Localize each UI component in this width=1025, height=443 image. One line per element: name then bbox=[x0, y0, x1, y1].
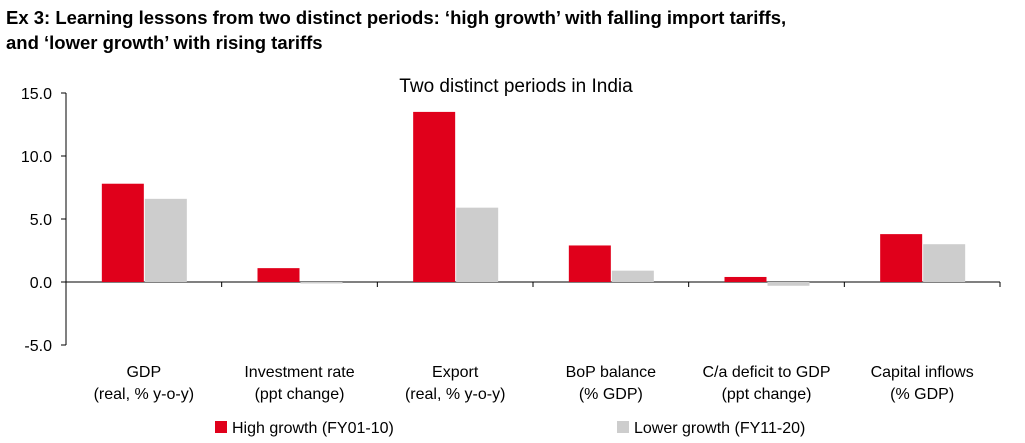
category-label-2-line-1: (real, % y-o-y) bbox=[405, 386, 505, 403]
legend-label-0: High growth (FY01-10) bbox=[232, 420, 394, 437]
bar-lower-growth-4 bbox=[767, 282, 810, 286]
legend-swatch-1 bbox=[617, 421, 629, 433]
y-tick-label: -5.0 bbox=[24, 338, 52, 355]
exhibit-title: Ex 3: Learning lessons from two distinct… bbox=[6, 5, 1021, 55]
category-label-3-line-1: (% GDP) bbox=[579, 386, 643, 403]
legend-swatch-0 bbox=[215, 421, 227, 433]
category-label-1-line-0: Investment rate bbox=[244, 364, 354, 381]
y-tick-label: 10.0 bbox=[21, 149, 52, 166]
bar-high-growth-2 bbox=[413, 111, 456, 283]
category-label-2-line-0: Export bbox=[432, 364, 479, 381]
bar-lower-growth-5 bbox=[923, 244, 966, 282]
chart-legend: High growth (FY01-10) Lower growth (FY11-… bbox=[215, 420, 805, 437]
bar-high-growth-5 bbox=[880, 234, 923, 282]
exhibit-title-line-1: Ex 3: Learning lessons from two distinct… bbox=[6, 7, 787, 28]
category-label-1-line-1: (ppt change) bbox=[255, 386, 345, 403]
bar-lower-growth-0 bbox=[144, 198, 187, 282]
chart-title: Two distinct periods in India bbox=[399, 76, 633, 97]
category-label-3-line-0: BoP balance bbox=[566, 364, 657, 381]
y-tick-label: 5.0 bbox=[30, 212, 52, 229]
bar-high-growth-3 bbox=[568, 245, 611, 282]
legend-label-1: Lower growth (FY11-20) bbox=[634, 420, 805, 437]
category-label-4-line-0: C/a deficit to GDP bbox=[702, 364, 830, 381]
exhibit-title-line-2: and ‘lower growth’ with rising tariffs bbox=[6, 32, 323, 53]
y-tick-label: 15.0 bbox=[21, 86, 52, 103]
category-labels: GDP (real, % y-o-y) Investment rate (ppt ch… bbox=[94, 364, 974, 403]
bar-lower-growth-3 bbox=[611, 270, 654, 282]
bar-high-growth-0 bbox=[101, 183, 144, 282]
chart-axes: 15.0 10.0 5.0 0.0 -5.0 bbox=[21, 86, 1001, 355]
category-label-0-line-0: GDP bbox=[126, 364, 161, 381]
category-label-4-line-1: (ppt change) bbox=[722, 386, 812, 403]
category-label-5-line-0: Capital inflows bbox=[871, 364, 974, 381]
bar-high-growth-1 bbox=[257, 268, 300, 282]
bar-high-growth-4 bbox=[724, 276, 767, 282]
y-tick-label: 0.0 bbox=[30, 275, 52, 292]
category-label-5-line-1: (% GDP) bbox=[890, 386, 954, 403]
bar-lower-growth-2 bbox=[456, 207, 499, 282]
chart-bars bbox=[101, 111, 966, 286]
category-label-0-line-1: (real, % y-o-y) bbox=[94, 386, 194, 403]
bar-lower-growth-1 bbox=[300, 282, 343, 284]
